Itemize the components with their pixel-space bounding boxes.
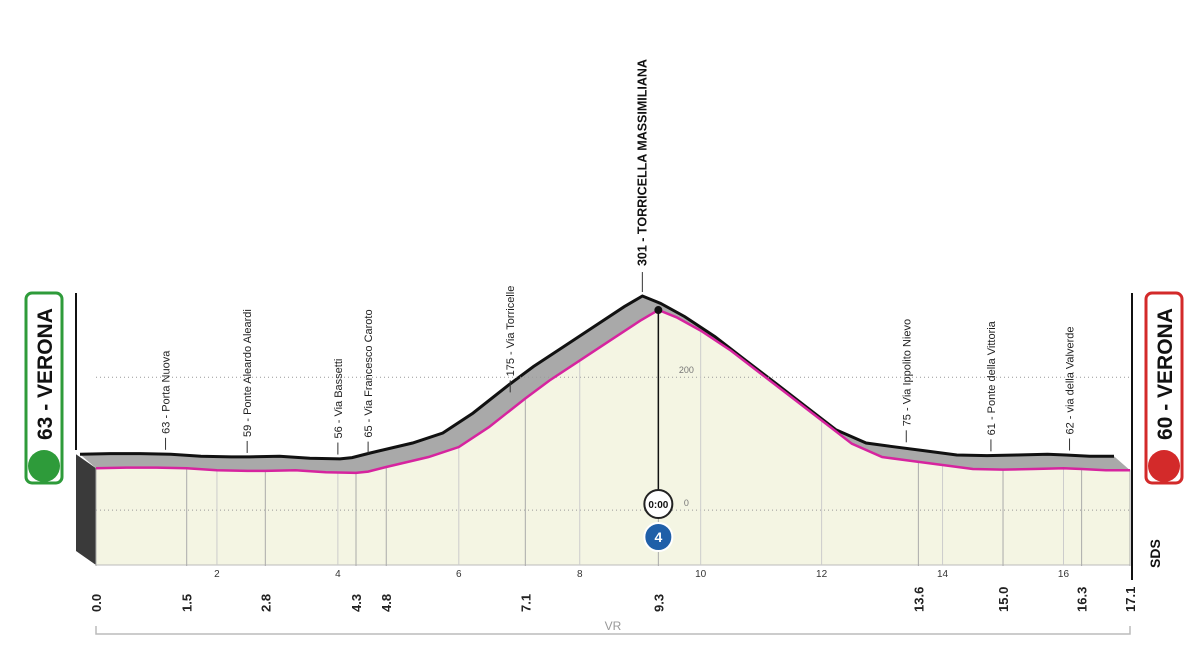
finish-badge (1144, 291, 1184, 485)
stopwatch (643, 489, 674, 519)
start-badge (24, 291, 64, 485)
x-tick-label: 8 (577, 569, 583, 580)
x-tick-label: 14 (937, 569, 949, 580)
waypoint-label: 56 - Via Bassetti (333, 359, 345, 439)
logo: SDS (1147, 539, 1163, 568)
profile-line (95, 308, 1130, 475)
km-label: 13.6 (911, 587, 926, 612)
category-number: 4 (654, 529, 662, 545)
waypoint-label: 59 - Ponte Aleardo Aleardi (242, 309, 254, 437)
profile-side (76, 454, 96, 565)
km-label: 17.1 (1123, 587, 1138, 612)
waypoint-label: 175 - Via Torricelle (505, 286, 517, 377)
x-tick-label: 16 (1058, 569, 1070, 580)
km-label: 2.8 (258, 594, 273, 612)
category-badge (643, 522, 674, 552)
km-label: 4.3 (349, 594, 364, 612)
waypoint-label: 75 - Via Ippolito Nievo (901, 319, 913, 426)
x-tick-label: 10 (695, 569, 707, 580)
km-label: 15.0 (996, 587, 1011, 612)
waypoint-label: 62 - via della Valverde (1065, 326, 1077, 434)
y-tick-label: 0 (684, 498, 689, 508)
waypoint-label: 65 - Via Francesco Caroto (363, 309, 375, 437)
km-label: 0.0 (89, 594, 104, 612)
x-tick-label: 2 (214, 569, 220, 580)
km-label: 7.1 (518, 594, 533, 612)
finish-icon (1148, 450, 1180, 482)
province-bracket (95, 626, 1131, 635)
x-tick-label: 12 (816, 569, 828, 580)
km-label: 9.3 (651, 594, 666, 612)
waypoint-label: 63 - Porta Nuova (161, 350, 173, 434)
time-check-dot (654, 306, 663, 315)
start-label: 63 - VERONA (34, 308, 57, 440)
province-label: VR (605, 619, 622, 633)
summit-label: 301 - TORRICELLA MASSIMILIANA (635, 59, 649, 266)
km-label: 4.8 (379, 594, 394, 612)
start-icon (28, 450, 60, 482)
km-label: 16.3 (1075, 587, 1090, 612)
y-tick-label: 200 (679, 365, 694, 375)
x-tick-label: 4 (335, 569, 341, 580)
profile-top-edge (79, 294, 1114, 461)
km-label: 1.5 (180, 594, 195, 612)
time-check-label: 0:00 (648, 500, 668, 511)
waypoint-label: 61 - Ponte della Vittoria (986, 320, 998, 435)
finish-label: 60 - VERONA (1154, 308, 1177, 440)
x-tick-label: 6 (456, 569, 462, 580)
